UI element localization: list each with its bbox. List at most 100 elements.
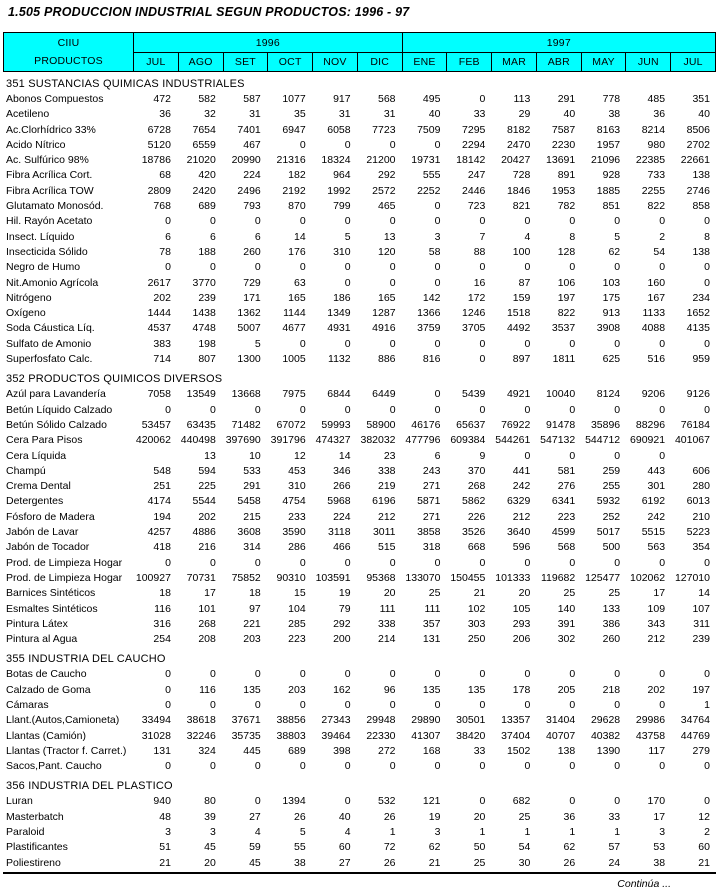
cell-value: 401067 [674, 434, 710, 447]
cell-value: 18324 [321, 154, 351, 167]
cell-value: 0 [434, 276, 441, 289]
cell-value: 219 [378, 480, 396, 493]
cell-value: 19731 [411, 154, 441, 167]
month-column-1997-jul: JUL [670, 52, 715, 71]
row-label: Cera Para Pisos [6, 434, 83, 447]
cell-value: 8 [704, 230, 710, 243]
table-row: Llantas (Tractor f. Carret.) 131 324 445 689… [3, 744, 716, 759]
cell-value: 100927 [135, 571, 171, 584]
cell-value: 175 [602, 291, 621, 304]
table-row: Glutamato Monosód. 768 689 793 870 799 465 0 723… [3, 199, 716, 214]
cell-value: 101 [198, 602, 216, 615]
cell-value: 2470 [506, 138, 531, 151]
cell-value: 6 [254, 230, 261, 243]
cell-value: 59 [249, 841, 261, 854]
cell-value: 3640 [506, 526, 531, 539]
cell-value: 208 [198, 633, 216, 646]
cell-value: 239 [692, 633, 710, 646]
cell-value: 29 [518, 108, 531, 121]
cell-value: 101333 [495, 571, 531, 584]
cell-value: 472 [153, 93, 171, 105]
cell-value: 58900 [366, 418, 396, 431]
cell-value: 90310 [276, 571, 306, 584]
cell-value: 0 [254, 403, 261, 416]
cell-value: 0 [614, 668, 621, 681]
cell-value: 940 [153, 795, 171, 808]
bottom-rule [3, 871, 716, 874]
cell-value: 36 [159, 108, 171, 121]
cell-value: 117 [648, 744, 666, 757]
cell-value: 13 [383, 230, 396, 243]
cell-value: 4599 [551, 526, 576, 539]
cell-value: 8506 [686, 123, 710, 136]
cell-value: 286 [288, 541, 306, 554]
cell-value: 133 [602, 602, 621, 615]
cell-value: 0 [389, 138, 396, 151]
cell-value: 0 [344, 403, 351, 416]
row-label: Esmaltes Sintéticos [6, 602, 98, 615]
cell-value: 0 [659, 668, 666, 681]
cell-value: 0 [614, 337, 621, 350]
cell-value: 135 [243, 683, 261, 696]
cell-value: 4088 [641, 322, 666, 335]
cell-value: 807 [198, 353, 216, 366]
continuation-note: Continúa ... [617, 877, 671, 888]
cell-value: 45 [249, 856, 261, 869]
cell-value: 7587 [551, 123, 576, 136]
cell-value: 0 [165, 403, 171, 416]
cell-value: 8163 [596, 123, 621, 136]
cell-value: 0 [524, 215, 531, 228]
table-row: Barnices Sintéticos 18 17 18 15 19 20 25 21 20 25 2… [3, 586, 716, 601]
row-label: Cera Líquida [6, 449, 67, 462]
cell-value: 20990 [231, 154, 261, 167]
cell-value: 0 [704, 795, 710, 808]
cell-value: 178 [512, 683, 531, 696]
cell-value: 252 [602, 510, 621, 523]
cell-value: 3118 [328, 526, 351, 539]
cell-value: 6449 [372, 388, 396, 401]
cell-value: 516 [647, 353, 666, 366]
cell-value: 544712 [585, 434, 621, 447]
cell-value: 247 [467, 169, 486, 182]
cell-value: 2 [659, 230, 666, 243]
cell-value: 75852 [231, 571, 261, 584]
cell-value: 203 [243, 633, 261, 646]
cell-value: 668 [467, 541, 486, 554]
row-label: Soda Cáustica Líq. [6, 322, 95, 335]
cell-value: 0 [479, 556, 486, 569]
cell-value: 8214 [641, 123, 666, 136]
row-label: Prod. de Limpieza Hogar [6, 556, 123, 569]
cell-value: 21020 [186, 154, 216, 167]
cell-value: 76922 [501, 418, 531, 431]
cell-value: 291 [557, 93, 576, 105]
cell-value: 18786 [141, 154, 171, 167]
cell-value: 106 [557, 276, 576, 289]
cell-value: 1366 [417, 307, 441, 320]
table-row: Fósforo de Madera 194 202 215 233 224 212 271 22… [3, 510, 716, 525]
table-row: Cámaras 0 0 0 0 0 0 0 0 0 0 0 0 1 [3, 698, 716, 713]
cell-value: 338 [378, 464, 396, 477]
cell-value: 4886 [192, 526, 216, 539]
cell-value: 563 [647, 541, 666, 554]
cell-value: 729 [243, 276, 261, 289]
cell-value: 0 [479, 93, 486, 105]
cell-value: 0 [704, 760, 710, 773]
cell-value: 292 [333, 617, 351, 630]
cell-value: 50 [473, 841, 486, 854]
row-label: Champú [6, 464, 46, 477]
cell-value: 1 [704, 698, 710, 711]
cell-value: 214 [378, 633, 396, 646]
cell-value: 243 [422, 464, 441, 477]
cell-value: 212 [378, 510, 396, 523]
cell-value: 0 [704, 261, 710, 274]
cell-value: 0 [165, 698, 171, 711]
cell-value: 20 [204, 856, 216, 869]
cell-value: 1 [524, 826, 531, 839]
month-column-1996-set: SET [222, 52, 268, 71]
cell-value: 391796 [270, 434, 306, 447]
table-row: Llantas (Camión) 31028 32246 35735 38803 3946… [3, 729, 716, 744]
cell-value: 60 [698, 841, 710, 854]
row-label: Ac.Clorhídrico 33% [6, 123, 96, 136]
cell-value: 314 [243, 541, 261, 554]
